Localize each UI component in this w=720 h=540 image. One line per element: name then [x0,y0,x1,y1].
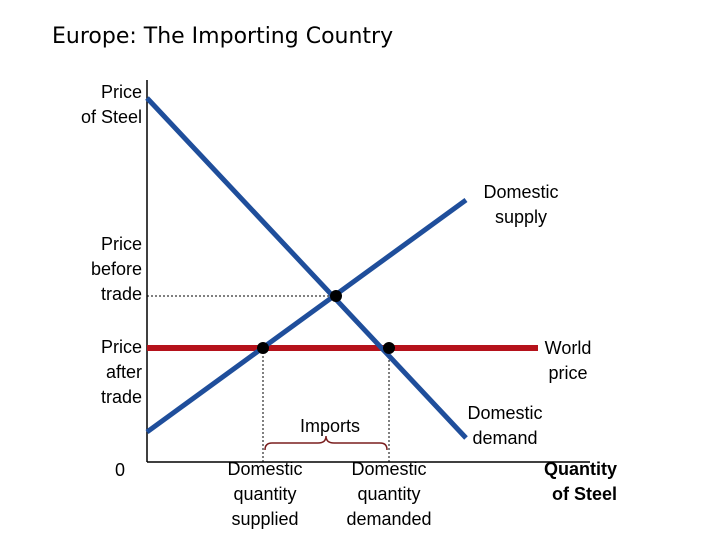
imports-brace [264,435,388,451]
domestic-supply-curve [145,197,468,435]
domestic-supply-label: Domestic supply [483,182,559,228]
supplied-point [257,342,269,354]
imports-label: Imports [299,416,360,436]
y-axis-label: Price of Steel [80,82,142,128]
domestic-quantity-supplied-label: Domestic quantity supplied [227,459,303,530]
price-before-trade-label: Price before trade [90,234,142,305]
page-title: Europe: The Importing Country [52,24,394,49]
domestic-quantity-demanded-label: Domestic quantity demanded [346,459,432,530]
domestic-demand-curve [145,96,468,440]
demanded-point [383,342,395,354]
price-after-trade-label: Price after trade [100,337,142,408]
equilibrium-point [330,290,342,302]
domestic-demand-label: Domestic demand [467,403,543,449]
x-axis-label: Quantity of Steel [543,459,617,505]
world-price-label: World price [544,338,592,384]
origin-label: 0 [115,460,126,480]
